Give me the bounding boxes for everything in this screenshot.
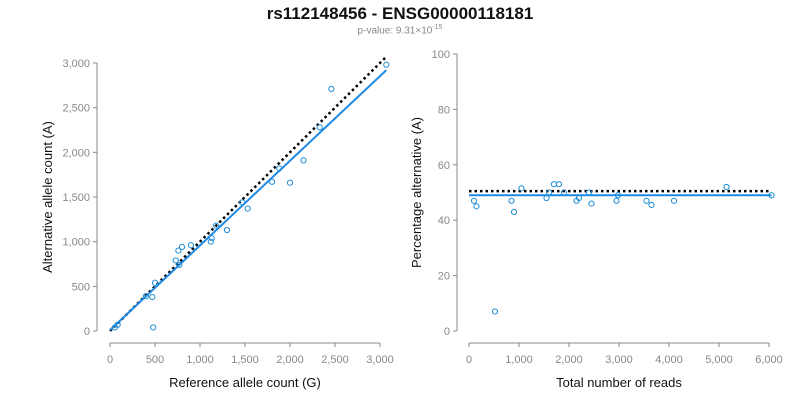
- data-point: [518, 185, 525, 192]
- data-point: [150, 324, 157, 331]
- y-tick-label: 80: [438, 104, 450, 116]
- data-point: [383, 61, 390, 68]
- data-point: [286, 179, 294, 186]
- right-scatter-plot: 0 1,000 2,000 3,000 4,000 5,000 6,000 0 20 40 60 80…: [409, 49, 783, 390]
- data-point: [614, 192, 622, 199]
- data-point: [510, 208, 518, 215]
- data-point: [643, 197, 650, 204]
- y-tick-label: 0: [444, 326, 450, 338]
- x-tick-label: 0: [107, 354, 113, 366]
- y-tick-label: 100: [432, 49, 450, 61]
- y-tick-label: 40: [438, 215, 450, 227]
- x-axis-label: Total number of reads: [556, 375, 682, 390]
- x-tick-label: 3,000: [366, 354, 394, 366]
- chart-subtitle-pvalue: p-value: 9.31×10-15: [0, 24, 800, 36]
- x-tick-label: 500: [146, 354, 164, 366]
- x-axis-label: Reference allele count (G): [169, 375, 321, 390]
- data-point: [723, 183, 730, 191]
- data-point: [300, 157, 307, 164]
- data-point: [187, 242, 195, 249]
- x-tick-label: 2,500: [321, 354, 349, 366]
- data-point: [648, 201, 655, 209]
- data-point: [149, 293, 156, 301]
- x-tick-label: 1,000: [505, 354, 533, 366]
- data-point: [560, 189, 568, 196]
- data-point: [555, 181, 563, 188]
- data-point: [239, 199, 246, 206]
- x-tick-label: 5,000: [705, 354, 733, 366]
- data-point: [575, 194, 583, 202]
- y-tick-label: 60: [438, 160, 450, 172]
- y-tick-label: 0: [84, 326, 90, 338]
- data-point: [207, 238, 214, 245]
- data-point: [470, 197, 478, 204]
- y-tick-label: 20: [438, 271, 450, 283]
- data-point: [244, 205, 251, 212]
- data-point: [543, 194, 550, 202]
- data-point: [268, 178, 276, 185]
- data-point: [508, 197, 515, 204]
- data-point: [585, 189, 593, 196]
- y-tick-label: 2,500: [62, 103, 90, 115]
- data-point: [613, 197, 620, 204]
- data-point: [328, 85, 335, 93]
- x-tick-label: 2,000: [555, 354, 583, 366]
- y-tick-label: 3,000: [62, 58, 90, 70]
- data-point: [142, 293, 150, 300]
- data-point: [114, 321, 121, 328]
- data-point: [316, 124, 323, 131]
- data-point: [223, 226, 231, 234]
- data-point: [208, 234, 215, 242]
- x-tick-label: 2,000: [276, 354, 304, 366]
- fit-line: [109, 69, 387, 331]
- x-tick-label: 4,000: [655, 354, 683, 366]
- x-tick-label: 3,000: [605, 354, 633, 366]
- x-tick-label: 0: [466, 354, 472, 366]
- y-tick-label: 2,000: [62, 147, 90, 159]
- data-point: [151, 279, 159, 286]
- x-tick-label: 1,500: [231, 354, 259, 366]
- x-tick-label: 1,000: [186, 354, 214, 366]
- y-axis-label: Percentage alternative (A): [409, 117, 424, 268]
- y-axis-label: Alternative allele count (A): [40, 121, 55, 273]
- left-scatter-plot: 0 500 1,000 1,500 2,000 2,500 3,000 0 500 1,000 1,…: [40, 55, 394, 390]
- data-point: [550, 181, 558, 188]
- data-point: [176, 261, 183, 268]
- data-point: [491, 308, 499, 315]
- data-point: [213, 222, 220, 229]
- pvalue-text: p-value: 9.31×10: [357, 25, 433, 37]
- data-point: [545, 189, 553, 196]
- y-tick-label: 500: [72, 281, 90, 293]
- data-point: [175, 247, 182, 254]
- y-tick-label: 1,500: [62, 192, 90, 204]
- chart-title: rs112148456 - ENSG00000118181: [266, 4, 534, 23]
- reference-line: [109, 55, 388, 332]
- pvalue-exponent: -15: [432, 24, 443, 31]
- data-point: [473, 203, 480, 210]
- data-point: [588, 200, 595, 207]
- y-tick-label: 1,000: [62, 237, 90, 249]
- x-tick-label: 6,000: [755, 354, 783, 366]
- data-point: [276, 165, 283, 172]
- data-point: [172, 257, 179, 264]
- data-point: [768, 192, 775, 199]
- data-point: [178, 243, 186, 251]
- data-point: [670, 197, 678, 204]
